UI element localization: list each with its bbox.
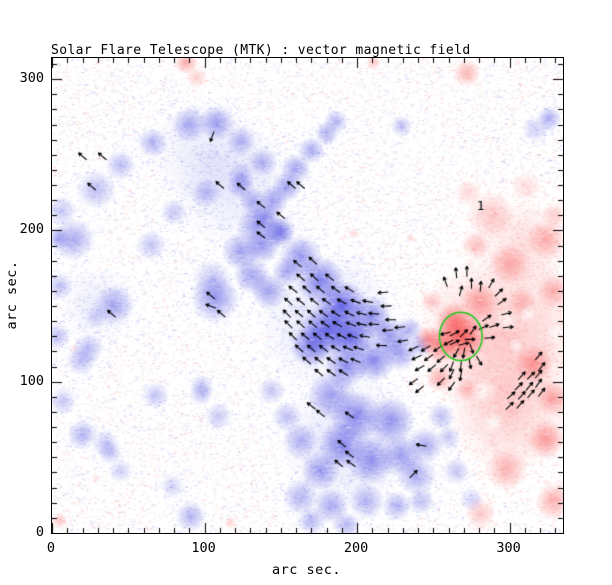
x-tick-label: 100 [191,540,216,556]
plot-title: Solar Flare Telescope (MTK) : vector mag… [51,43,471,58]
x-tick-label: 300 [496,540,521,556]
magnetogram-canvas [52,58,563,533]
y-tick-label: 0 [35,524,44,540]
y-tick-label: 300 [19,70,44,87]
x-tick-label: 0 [46,540,56,556]
y-axis-label: arc sec. [4,260,20,330]
plot-frame [51,57,564,534]
x-axis-label: arc sec. [271,562,342,578]
y-tick-label: 200 [19,221,44,238]
x-tick-label: 200 [343,540,369,556]
y-tick-label: 100 [19,372,44,389]
